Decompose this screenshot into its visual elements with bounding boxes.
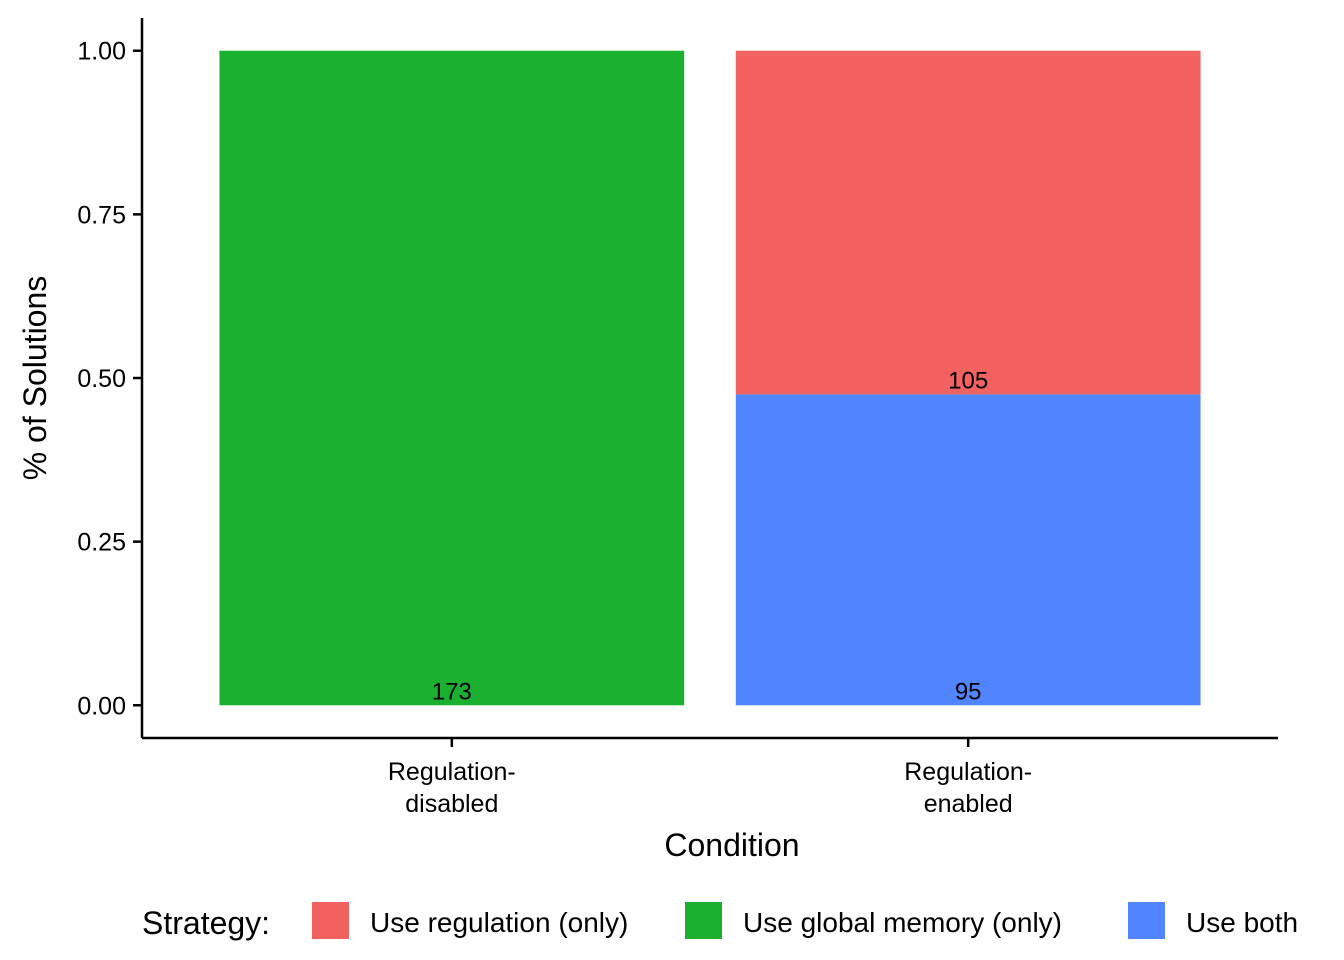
legend-swatch — [1128, 902, 1165, 939]
y-tick-label: 1.00 — [77, 38, 126, 66]
data-labels-layer: 173 95 105 — [432, 367, 988, 705]
legend-swatch — [685, 902, 722, 939]
legend-title: Strategy: — [142, 905, 270, 941]
y-tick-label: 0.25 — [77, 529, 126, 557]
y-tick-label: 0.50 — [77, 365, 126, 393]
x-ticks-layer: Regulation-disabled Regulation-enabled — [388, 738, 1032, 818]
data-label: 173 — [432, 678, 472, 705]
legend: Strategy: Use regulation (only) Use globa… — [142, 902, 1298, 941]
legend-items: Use regulation (only) Use global memory (… — [312, 902, 1298, 939]
bar-segment-use-regulation-only — [735, 50, 1201, 395]
y-axis-title: % of Solutions — [17, 276, 53, 481]
x-axis-title: Condition — [664, 827, 799, 863]
legend-label: Use regulation (only) — [370, 907, 628, 938]
data-label: 95 — [955, 678, 982, 705]
bar-segment-use-both — [735, 394, 1201, 706]
legend-label: Use global memory (only) — [743, 907, 1062, 938]
data-label: 105 — [948, 367, 988, 394]
x-tick-label: Regulation-disabled — [388, 758, 516, 818]
x-tick-label: Regulation-enabled — [904, 758, 1032, 818]
y-ticks-layer: 0.00 0.25 0.50 0.75 1.00 — [77, 38, 142, 720]
bars-layer — [219, 50, 1201, 706]
y-tick-label: 0.00 — [77, 692, 126, 720]
y-tick-label: 0.75 — [77, 201, 126, 229]
legend-swatch — [312, 902, 349, 939]
legend-label: Use both — [1186, 907, 1298, 938]
bar-segment-use-global-memory-only — [219, 50, 685, 706]
